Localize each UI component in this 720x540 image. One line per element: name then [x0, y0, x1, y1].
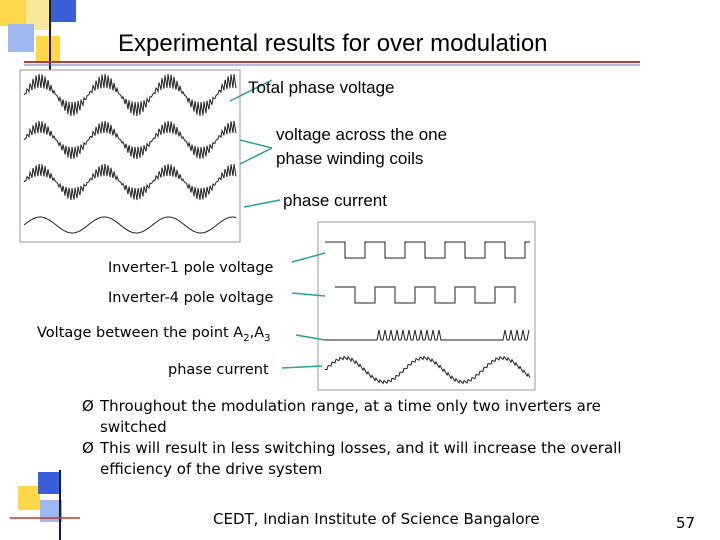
slide-title: Experimental results for over modulation: [118, 30, 548, 57]
oscilloscope-image: [19, 69, 241, 243]
waveform: [23, 163, 237, 201]
footer: CEDT, Indian Institute of Science Bangal…: [213, 510, 540, 528]
arrow: [239, 139, 273, 149]
scope-frame: [317, 221, 536, 391]
deco-square: [8, 24, 34, 52]
bullet: Ø Throughout the modulation range, at a t…: [82, 396, 622, 438]
bullet-marker: Ø: [82, 397, 94, 415]
bullet-line: This will result in less switching losse…: [100, 439, 622, 457]
label: Inverter-1 pole voltage: [108, 260, 274, 276]
deco-square: [0, 0, 26, 26]
deco-square: [50, 0, 76, 22]
bullet-line: switched: [100, 418, 167, 436]
bullet-line: Throughout the modulation range, at a ti…: [100, 397, 601, 415]
bullet-list: Ø Throughout the modulation range, at a t…: [82, 396, 622, 480]
arrow: [281, 365, 323, 369]
waveform: [325, 355, 531, 385]
waveform: [23, 216, 237, 234]
label: Inverter-4 pole voltage: [108, 290, 274, 306]
label-part: ,A: [249, 325, 265, 341]
label: Voltage between the point A2,A3: [37, 323, 271, 349]
arrow: [295, 334, 326, 341]
label: voltage across the one phase winding coi…: [276, 123, 447, 171]
bullet-marker: Ø: [82, 439, 94, 457]
page-number: 57: [676, 514, 696, 532]
label-line: phase winding coils: [276, 149, 424, 168]
waveform: [23, 73, 237, 117]
arrow: [229, 79, 273, 102]
deco-square: [36, 36, 60, 62]
arrow: [291, 252, 326, 263]
waveform: [325, 329, 530, 341]
label: phase current: [283, 191, 387, 210]
label-part: Voltage between the point A: [37, 325, 244, 341]
label: Total phase voltage: [248, 78, 395, 97]
deco-square: [40, 500, 62, 522]
bullet: Ø This will result in less switching loss…: [82, 438, 622, 480]
arrow: [291, 292, 326, 297]
waveform: [335, 286, 516, 304]
scope-frame: [19, 69, 241, 243]
oscilloscope-image: [317, 221, 536, 391]
waveform: [23, 120, 237, 160]
waveform: [325, 241, 530, 259]
subscript: 2: [243, 332, 250, 344]
deco-square: [18, 486, 40, 510]
label: phase current: [168, 362, 269, 378]
deco-square: [38, 472, 60, 494]
arrow: [243, 199, 281, 208]
subscript: 3: [264, 332, 271, 344]
bullet-line: efficiency of the drive system: [100, 460, 323, 478]
label-line: voltage across the one: [276, 125, 448, 144]
arrow: [239, 147, 273, 165]
